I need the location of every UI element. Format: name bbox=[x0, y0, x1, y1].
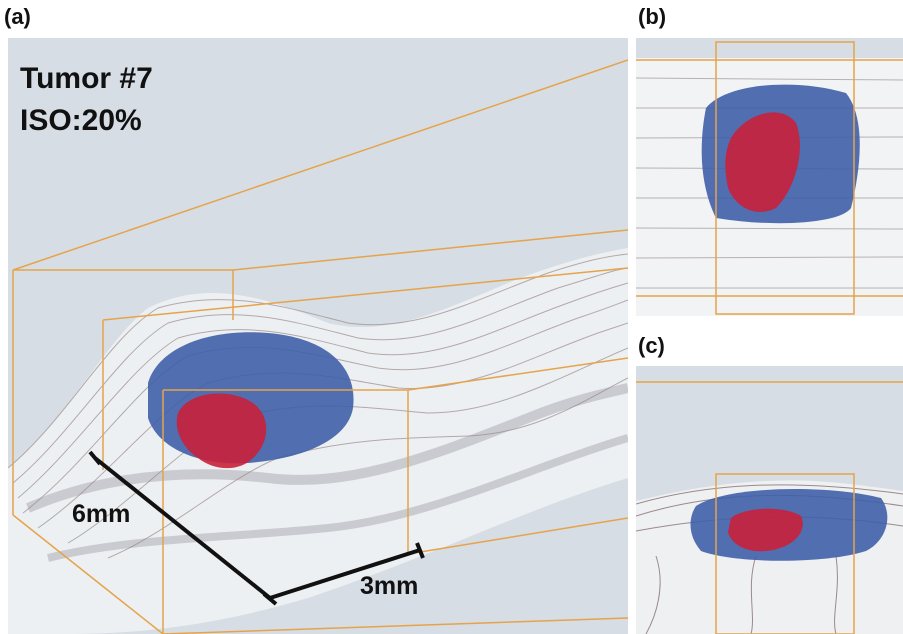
scale-bars bbox=[88, 450, 425, 606]
scale-6mm-label: 6mm bbox=[72, 500, 131, 528]
panel-a-image: Tumor #7 ISO:20% 6mm 3mm bbox=[8, 38, 628, 634]
panel-a-render bbox=[8, 59, 628, 634]
tumor-id-text: Tumor #7 bbox=[20, 62, 153, 95]
iso-text: ISO:20% bbox=[20, 104, 142, 137]
panel-b-image bbox=[636, 38, 903, 316]
panel-c-render bbox=[636, 381, 903, 634]
panel-c-image bbox=[636, 366, 903, 634]
panel-c-label: (c) bbox=[638, 333, 665, 358]
panel-a-label: (a) bbox=[4, 4, 31, 29]
panel-b-render bbox=[636, 41, 903, 316]
panel-b-label: (b) bbox=[638, 4, 667, 29]
scale-3mm-label: 3mm bbox=[360, 572, 419, 600]
